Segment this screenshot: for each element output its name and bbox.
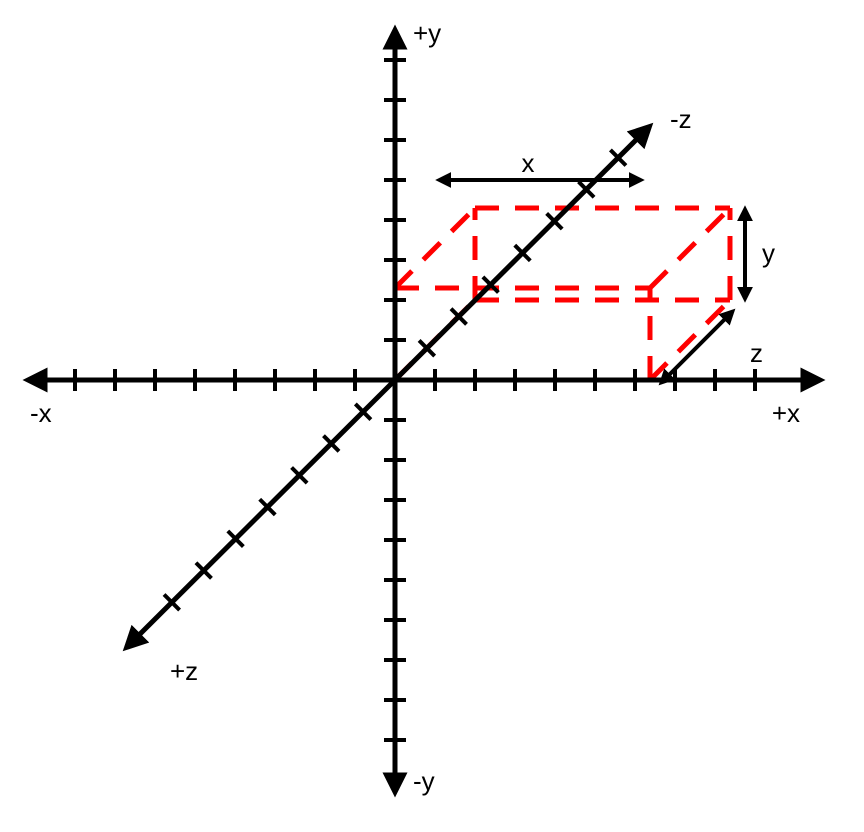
z-axis (128, 128, 648, 646)
label-neg-x: -x (30, 398, 52, 428)
ticks-layer (75, 60, 755, 740)
dim-label-z: z (750, 338, 763, 368)
axes-layer (30, 32, 818, 790)
labels-layer: +y -y +x -x -z +z x y z (30, 18, 800, 796)
dim-label-x: x (522, 148, 535, 178)
box-depth-tr (650, 208, 730, 288)
label-pos-x: +x (772, 398, 800, 428)
box-depth-br (650, 300, 730, 380)
label-pos-z: +z (170, 656, 198, 686)
dim-arrow-z (662, 312, 732, 382)
label-neg-y: -y (413, 766, 435, 796)
dim-label-y: y (762, 238, 775, 268)
box-layer (395, 208, 730, 380)
coordinate-system-diagram: +y -y +x -x -z +z x y z (0, 0, 864, 832)
box-depth-tl (395, 208, 475, 288)
label-neg-z: -z (670, 104, 692, 134)
label-pos-y: +y (413, 18, 441, 48)
